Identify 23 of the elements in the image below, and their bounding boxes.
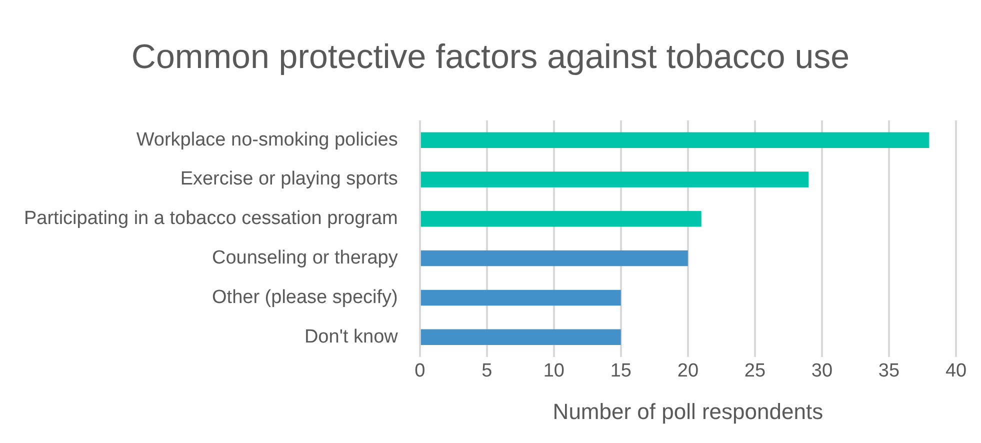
bar — [420, 211, 702, 227]
bar — [420, 132, 930, 148]
x-tick-label: 30 — [811, 360, 833, 382]
bar — [420, 172, 809, 188]
x-tick-label: 20 — [677, 360, 699, 382]
x-tick-label: 10 — [543, 360, 564, 382]
bar — [420, 290, 621, 306]
y-tick-label: Exercise or playing sports — [180, 168, 398, 190]
x-tick-label: 40 — [945, 360, 967, 382]
x-tick-label: 35 — [878, 360, 900, 382]
x-axis-title: Number of poll respondents — [552, 398, 824, 424]
x-tick-label: 0 — [414, 360, 426, 382]
x-tick-label: 15 — [610, 360, 632, 382]
bar — [420, 329, 621, 345]
y-tick-label: Counseling or therapy — [212, 248, 398, 269]
chart-title: Common protective factors against tobacco use — [130, 38, 851, 77]
y-tick-label: Participating in a tobacco cessation program — [24, 208, 398, 230]
x-tick-label: 5 — [482, 360, 492, 382]
y-tick-label: Don't know — [304, 326, 398, 348]
y-tick-label: Other (please specify) — [212, 286, 398, 308]
bar — [420, 250, 688, 266]
y-tick-label: Workplace no-smoking policies — [136, 129, 398, 150]
x-tick-label: 25 — [744, 360, 766, 382]
